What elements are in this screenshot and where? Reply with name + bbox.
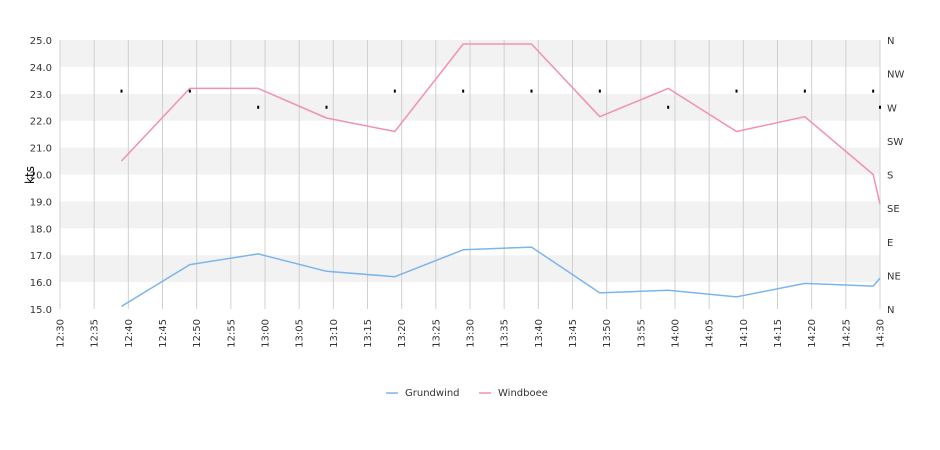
y-tick-label: 16.0 (30, 278, 52, 289)
x-tick-label: 14:25 (841, 319, 852, 348)
y-tick-label: 20.0 (30, 171, 52, 182)
y-tick-label: 23.0 (30, 90, 52, 101)
direction-marker (530, 89, 533, 93)
x-tick-label: 12:40 (124, 319, 135, 348)
x-tick-label: 13:25 (431, 319, 442, 348)
x-tick-label: 14:15 (773, 319, 784, 348)
y-tick-label: 19.0 (30, 197, 52, 208)
x-tick-label: 12:45 (158, 319, 169, 348)
x-tick-label: 12:30 (56, 319, 67, 348)
legend: Grundwind Windboee (386, 388, 548, 399)
direction-tick-label: N (887, 305, 894, 316)
direction-axis-ticks: N NE E SE S SW W NW N (887, 36, 904, 316)
x-tick-label: 14:00 (671, 319, 682, 348)
x-tick-label: 13:50 (602, 319, 613, 348)
x-tick-label: 13:55 (636, 319, 647, 348)
direction-marker (257, 105, 260, 109)
y-axis-ticks: 15.0 16.0 17.0 18.0 19.0 20.0 21.0 22.0 23.0 24.0… (30, 36, 52, 316)
y-tick-label: 18.0 (30, 224, 52, 235)
x-tick-label: 12:50 (192, 319, 203, 348)
direction-tick-label: NW (887, 70, 904, 81)
direction-tick-label: N (887, 36, 894, 47)
x-tick-label: 13:45 (568, 319, 579, 348)
direction-marker (393, 89, 396, 93)
y-tick-label: 21.0 (30, 144, 52, 155)
legend-label[interactable]: Windboee (498, 388, 548, 399)
direction-tick-label: SE (887, 204, 900, 215)
x-tick-label: 13:35 (500, 319, 511, 348)
x-tick-label: 13:40 (534, 319, 545, 348)
direction-marker (872, 89, 875, 93)
x-tick-label: 13:30 (466, 319, 477, 348)
y-tick-label: 15.0 (30, 305, 52, 316)
x-tick-label: 14:20 (807, 319, 818, 348)
direction-tick-label: W (887, 103, 897, 114)
x-tick-label: 14:30 (876, 319, 887, 348)
x-tick-label: 13:00 (261, 319, 272, 348)
direction-marker (667, 105, 670, 109)
x-axis-ticks: 12:30 12:35 12:40 12:45 12:50 12:55 13:00 13:05… (56, 319, 887, 348)
y-tick-label: 25.0 (30, 36, 52, 47)
x-tick-label: 12:55 (226, 319, 237, 348)
series-line-grundwind (121, 246, 881, 307)
series-line-windboee (120, 43, 881, 205)
direction-marker (325, 105, 328, 109)
x-tick-label: 13:15 (363, 319, 374, 348)
direction-markers (120, 89, 881, 109)
x-tick-label: 12:35 (90, 319, 101, 348)
direction-marker (598, 89, 601, 93)
series-lines (120, 43, 881, 307)
direction-tick-label: SW (887, 137, 903, 148)
legend-label[interactable]: Grundwind (405, 388, 460, 399)
direction-tick-label: E (887, 238, 893, 249)
x-tick-label: 13:20 (397, 319, 408, 348)
x-tick-label: 14:10 (739, 319, 750, 348)
y-axis-label: kts (23, 166, 37, 184)
direction-marker (803, 89, 806, 93)
y-tick-label: 24.0 (30, 63, 52, 74)
y-tick-label: 17.0 (30, 251, 52, 262)
x-tick-label: 13:10 (329, 319, 340, 348)
direction-tick-label: NE (887, 271, 901, 282)
y-tick-label: 22.0 (30, 117, 52, 128)
direction-marker (188, 89, 191, 93)
x-tick-label: 13:05 (295, 319, 306, 348)
direction-marker (879, 105, 881, 109)
direction-marker (735, 89, 738, 93)
direction-tick-label: S (887, 171, 893, 182)
direction-marker (120, 89, 123, 93)
direction-marker (462, 89, 465, 93)
x-tick-label: 14:05 (705, 319, 716, 348)
